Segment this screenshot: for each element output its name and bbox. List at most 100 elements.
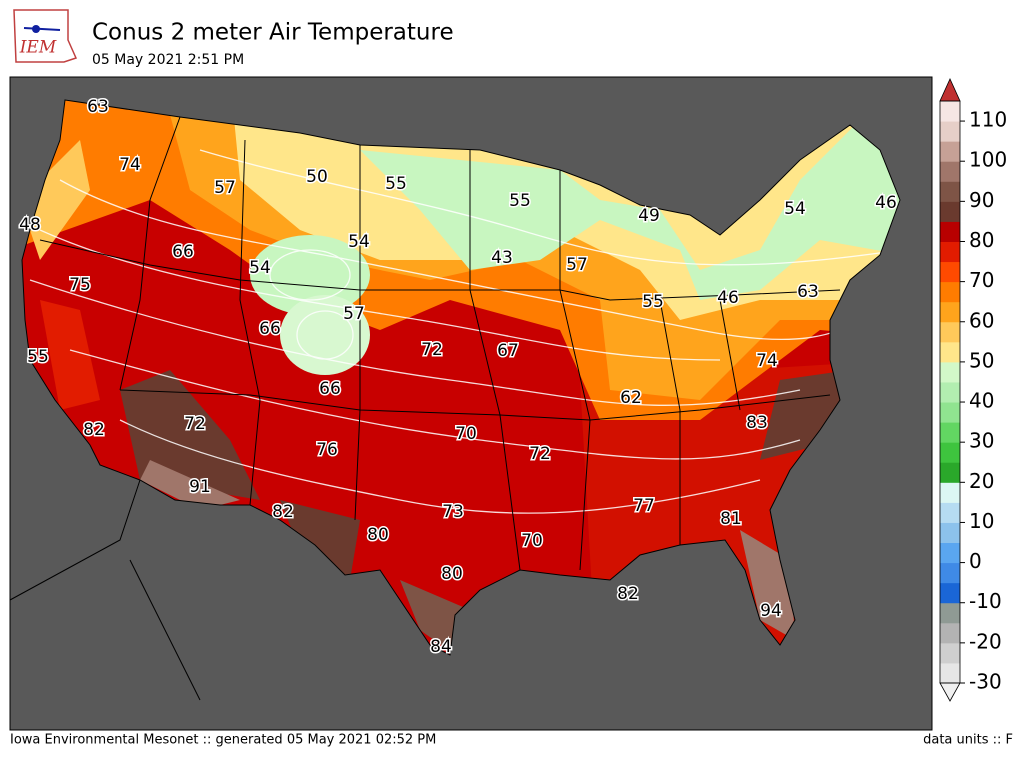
station-value: 82 [272,502,294,522]
colorbar-bin [940,381,960,403]
colorbar: -30 -20 -10 0 10 20 30 40 50 60 70 80 90 100 110 [939,78,1007,702]
station-value: 80 [441,564,463,584]
station-value: 46 [875,193,897,213]
station-value: 66 [319,379,341,399]
colorbar-bin [940,161,960,182]
station-value: 55 [27,347,49,367]
map-subtitle: 05 May 2021 2:51 PM [92,52,244,68]
footer-right: data units :: F [923,733,1013,748]
station-value: 55 [642,292,664,312]
station-value: 75 [69,275,91,295]
station-value: 73 [442,502,464,522]
colorbar-tick-label: 30 [969,429,994,453]
colorbar-bin [940,301,960,323]
colorbar-bin [940,201,960,222]
colorbar-bin [940,361,960,383]
station-value: 67 [497,341,519,361]
colorbar-tick-label: 80 [969,228,994,252]
station-value: 72 [529,444,551,464]
station-value: 83 [746,413,768,433]
colorbar-bin [940,662,960,684]
colorbar-bin [940,562,960,584]
colorbar-bin [940,281,960,303]
station-value: 55 [509,191,531,211]
station-value: 82 [617,584,639,604]
station-value: 84 [430,637,452,657]
colorbar-tick-label: 110 [969,108,1007,132]
colorbar-bin [940,542,960,564]
logo-text: IEM [19,38,57,58]
colorbar-bin [940,622,960,644]
colorbar-bin [940,462,960,483]
station-value: 66 [172,242,194,262]
station-value: 62 [620,388,642,408]
colorbar-bin [940,261,960,283]
colorbar-tick-label: 10 [969,509,994,533]
colorbar-bin [940,502,960,523]
map-title: Conus 2 meter Air Temperature [92,20,454,46]
station-value: 66 [259,319,281,339]
colorbar-bin [940,642,960,664]
station-value: 81 [720,509,742,529]
colorbar-bin [940,422,960,443]
station-value: 72 [184,414,206,434]
colorbar-bin [940,221,960,242]
colorbar-tick-label: 100 [969,148,1007,172]
colorbar-bin [940,101,960,122]
colorbar-tick-label: 90 [969,188,994,212]
colorbar-tick-label: -10 [969,589,1002,613]
colorbar-bin [940,121,960,142]
colorbar-tick-label: 0 [969,549,982,573]
colorbar-over [939,78,961,102]
colorbar-bin [940,602,960,624]
station-value: 57 [566,255,588,275]
colorbar-bin [940,321,960,343]
station-value: 55 [385,174,407,194]
station-value: 50 [306,167,328,187]
station-value: 76 [316,440,338,460]
colorbar-tick-label: 20 [969,469,994,493]
colorbar-bin [940,181,960,202]
colorbar-bin [940,522,960,544]
colorbar-tick-label: 60 [969,308,994,332]
station-value: 91 [189,477,211,497]
colorbar-bin [940,482,960,503]
colorbar-frame [939,100,961,684]
station-value: 70 [455,424,477,444]
colorbar-tick-label: 70 [969,268,994,292]
state-borders [9,99,901,701]
station-value: 74 [119,155,141,175]
station-value: 72 [421,340,443,360]
station-value: 43 [491,248,513,268]
colorbar-tick-label: 50 [969,348,994,372]
colorbar-bin [940,442,960,463]
station-value: 94 [760,601,782,621]
station-value: 70 [521,531,543,551]
station-value: 54 [348,232,370,252]
station-value: 57 [343,304,365,324]
station-value: 54 [784,199,806,219]
station-value: 49 [638,206,660,226]
station-value: 54 [249,258,271,278]
station-value: 63 [87,97,109,117]
colorbar-tick-label: -30 [969,670,1002,694]
station-value: 63 [797,282,819,302]
colorbar-bin [940,241,960,263]
station-value: 77 [633,496,655,516]
footer-left: Iowa Environmental Mesonet :: generated … [10,733,436,748]
logo: IEM [13,9,78,63]
colorbar-bin [940,141,960,162]
colorbar-tick-label: -20 [969,629,1002,653]
colorbar-bin [940,582,960,604]
station-value: 48 [19,215,41,235]
colorbar-tick-label: 40 [969,389,994,413]
colorbar-bin [940,341,960,363]
station-value: 74 [756,351,778,371]
station-value: 46 [717,288,739,308]
station-value: 57 [214,178,236,198]
station-value: 82 [83,420,105,440]
colorbar-under [939,682,961,702]
station-value: 80 [367,525,389,545]
colorbar-bin [940,402,960,423]
